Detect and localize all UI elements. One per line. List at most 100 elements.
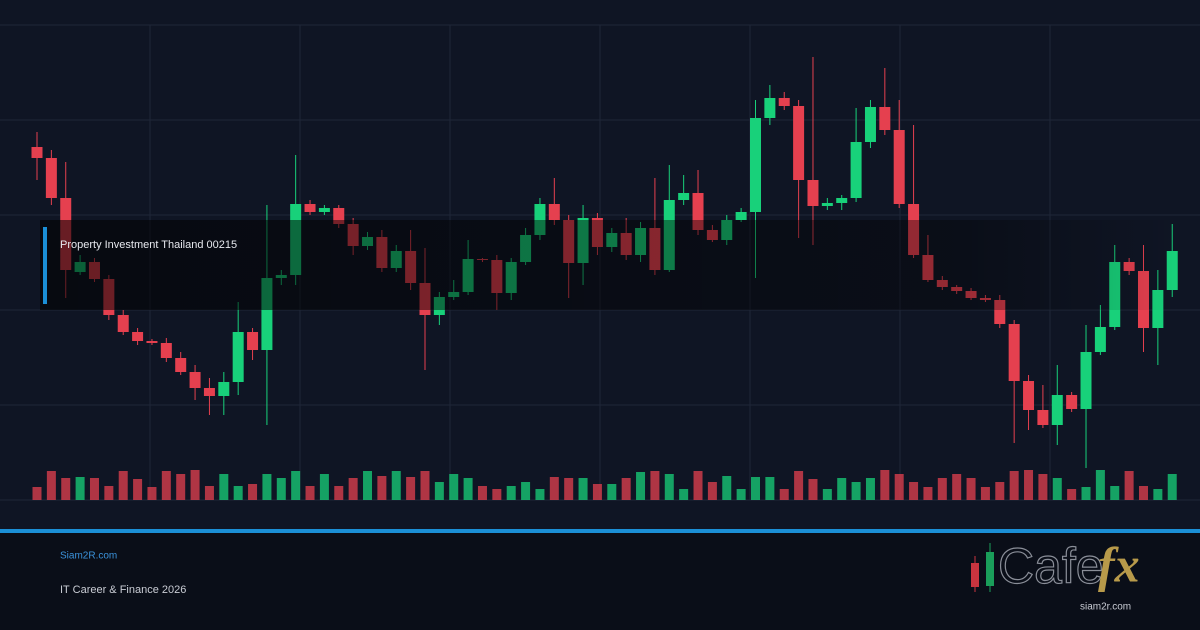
candle-body (318, 208, 330, 212)
volume-bar (736, 489, 746, 500)
volume-bar (722, 476, 732, 500)
volume-bar (434, 482, 444, 500)
footer-site: Siam2R.com (60, 551, 117, 562)
volume-bar (980, 487, 990, 500)
logo-accent: fx (1098, 536, 1140, 592)
logo-url: siam2r.com (1080, 602, 1131, 613)
volume-bar (607, 484, 617, 500)
volume-bar (348, 478, 358, 500)
volume-bar (420, 471, 430, 500)
candle-body (160, 343, 172, 358)
candle-body (247, 332, 259, 350)
volume-bar (248, 484, 258, 500)
volume-bar (822, 489, 832, 500)
volume-bar (1095, 470, 1105, 500)
candle-body (735, 212, 747, 220)
volume-bar (377, 476, 387, 500)
volume-bar (923, 487, 933, 500)
volume-bar (449, 474, 459, 500)
volume-bar (995, 482, 1005, 500)
volume-bar (693, 471, 703, 500)
candle-body (261, 278, 273, 350)
candle-body (1037, 410, 1049, 425)
candle-body (850, 142, 862, 198)
label-overlay (40, 220, 1180, 310)
volume-bar (592, 484, 602, 500)
candle-body (994, 300, 1006, 324)
volume-bar (679, 489, 689, 500)
volume-bar (391, 471, 401, 500)
candle-body (304, 204, 316, 212)
volume-bar (334, 486, 344, 500)
volume-bar (118, 471, 128, 500)
candle-body (864, 107, 876, 142)
volume-bar (492, 489, 502, 500)
volume-bar (808, 479, 818, 500)
volume-bar (837, 478, 847, 500)
volume-bar (477, 486, 487, 500)
volume-bar (319, 474, 329, 500)
volume-bar (46, 471, 56, 500)
volume-bar (1167, 474, 1177, 500)
volume-bar (406, 477, 416, 500)
candle-body (218, 382, 230, 396)
volume-bar (779, 489, 789, 500)
candle-body (175, 358, 187, 372)
volume-bar (75, 477, 85, 500)
volume-bar (1081, 487, 1091, 500)
volume-bar (1067, 489, 1077, 500)
volume-bar (535, 489, 545, 500)
candle-body (764, 98, 776, 118)
volume-bar (521, 482, 531, 500)
candle-body (548, 204, 560, 220)
candle-body (836, 198, 848, 203)
volume-bar (880, 470, 890, 500)
candle-body (1080, 352, 1092, 409)
volume-bar (1110, 486, 1120, 500)
volume-bar (147, 487, 157, 500)
logo-icon (971, 543, 994, 592)
volume-bar (262, 474, 272, 500)
volume-bar (894, 474, 904, 500)
candle-body (232, 332, 244, 382)
divider (0, 529, 1200, 533)
volume-bar (650, 471, 660, 500)
chart-label: Property Investment Thailand 00215 (60, 239, 237, 251)
candle-body (117, 315, 129, 332)
candle-body (1094, 327, 1106, 352)
volume-bar (363, 471, 373, 500)
candle-body (534, 204, 546, 235)
volume-bar (1009, 471, 1019, 500)
volume-bar (219, 474, 229, 500)
volume-bar (1124, 471, 1134, 500)
volume-bar (707, 482, 717, 500)
candle-body (45, 158, 57, 198)
candle-body (778, 98, 790, 106)
volume-bar (233, 486, 243, 500)
candle-body (807, 180, 819, 206)
volume-bar (578, 478, 588, 500)
volume-bar (966, 478, 976, 500)
volume-bar (1052, 478, 1062, 500)
volume-bar (133, 479, 143, 500)
volume-bar (1138, 486, 1148, 500)
volume-bar (909, 482, 919, 500)
volume-bar (937, 478, 947, 500)
candle-body (333, 208, 345, 224)
candle-body (793, 106, 805, 180)
candle-body (879, 107, 891, 130)
volume-bar (161, 471, 171, 500)
candle-body (678, 193, 690, 200)
volume-bar (621, 478, 631, 500)
volume-bar (176, 474, 186, 500)
candle-body (1023, 381, 1035, 410)
label-accent (43, 227, 47, 304)
volume-bar (291, 471, 301, 500)
volume-bar (751, 477, 760, 500)
candle-body (1008, 324, 1020, 381)
volume-bar (765, 477, 775, 500)
candle-body (692, 193, 704, 230)
candle-body (203, 388, 215, 396)
footer-bg (0, 530, 1200, 630)
volume-bar (664, 474, 674, 500)
